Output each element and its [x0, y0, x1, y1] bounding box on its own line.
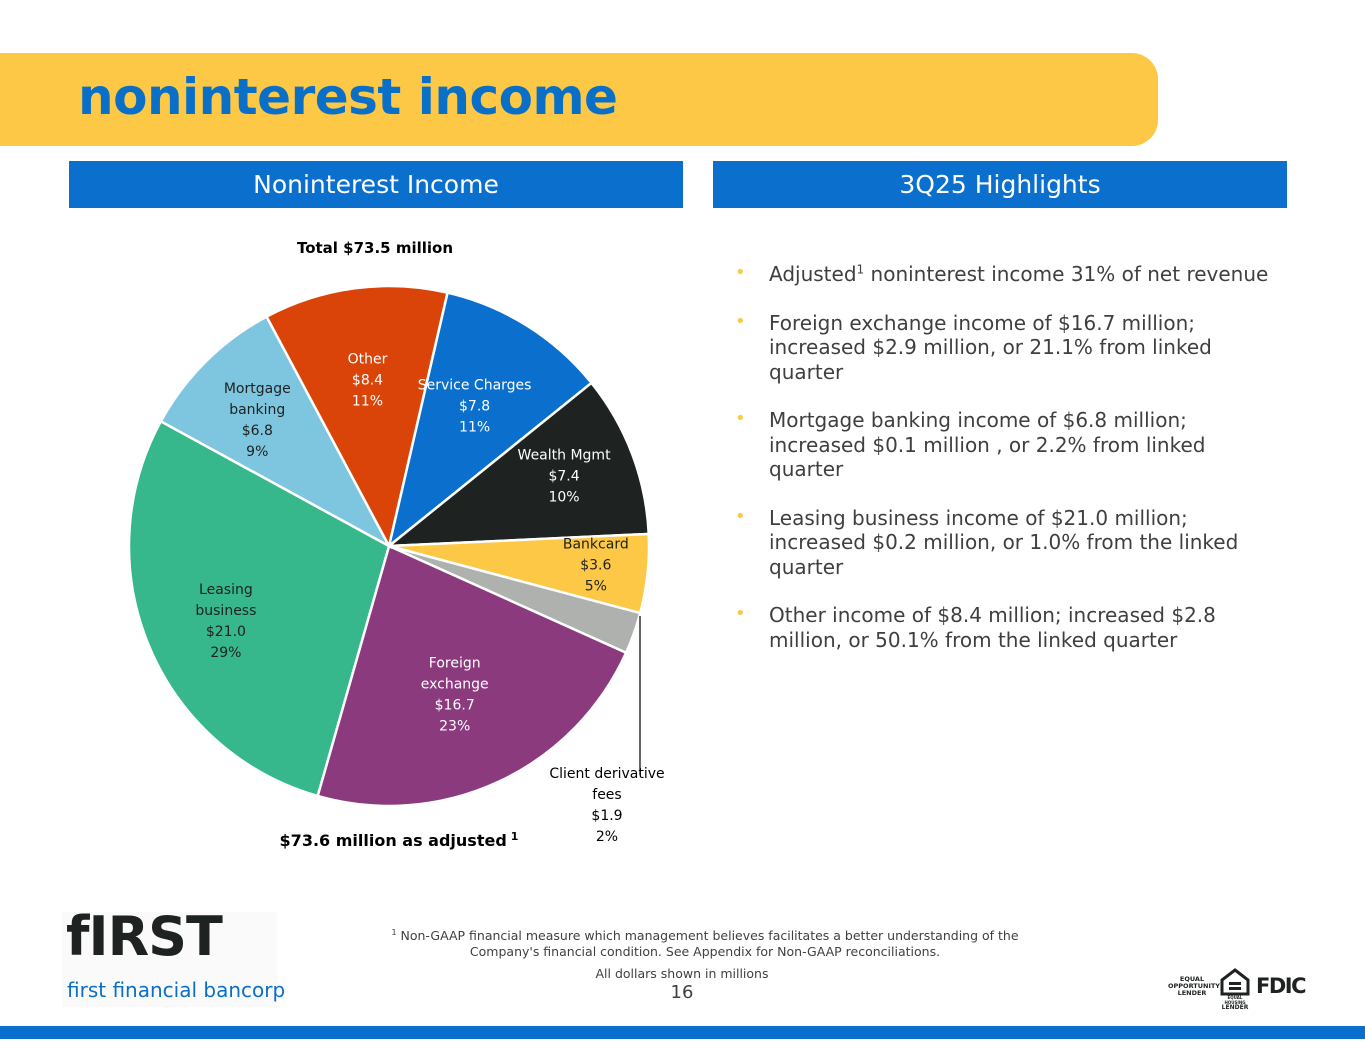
fdic-badge: FDIC	[1256, 974, 1307, 998]
highlight-item: • Leasing business income of $21.0 millio…	[735, 506, 1280, 580]
company-logo-wordmark: fIRST	[66, 905, 223, 968]
slice-label: Other $8.4 11%	[348, 352, 388, 410]
highlight-item: • Other income of $8.4 million; increased…	[735, 603, 1280, 652]
slice-label: Foreign exchange $16.7 23%	[421, 655, 489, 734]
bullet-icon: •	[735, 603, 746, 624]
highlight-sup: 1	[856, 262, 865, 277]
equal-housing-lender-badge: EQUAL HOUSING LENDER	[1218, 995, 1252, 1011]
eol-line: LENDER	[1177, 989, 1207, 997]
highlight-text: Other income of $8.4 million; increased …	[769, 603, 1216, 652]
slice-label: Leasing business $21.0 29%	[195, 582, 256, 661]
page-number: 16	[670, 982, 694, 1003]
slice-label-percent: 5%	[585, 578, 607, 594]
slice-label: Service Charges $7.8 11%	[418, 377, 532, 435]
slice-label-value: $21.0	[206, 624, 246, 640]
slice-label-name: Leasing	[199, 582, 253, 598]
highlight-text: Foreign exchange income of $16.7 million…	[769, 310, 1212, 384]
compliance-badges: EQUAL OPPORTUNITY LENDER EQUAL HOUSING L…	[1168, 966, 1307, 1011]
pie-slice	[386, 291, 594, 550]
page-title: noninterest income	[78, 68, 618, 126]
chart-title: Total $73.5 million	[297, 239, 453, 257]
highlight-item: • Foreign exchange income of $16.7 millio…	[735, 311, 1280, 385]
slice-label-percent: 2%	[596, 829, 618, 845]
ehl-line: EQUAL HOUSING	[1224, 995, 1246, 1005]
slice-label-name: Foreign	[429, 655, 481, 671]
highlights-list: • Adjusted1 noninterest income 31% of net…	[735, 262, 1280, 676]
footer-bar	[0, 1026, 1365, 1039]
highlight-item: • Mortgage banking income of $6.8 million…	[735, 408, 1280, 482]
slice-label-value: $3.6	[580, 557, 611, 573]
footnote-text: Non-GAAP financial measure which managem…	[400, 928, 1019, 959]
slice-label-percent: 10%	[548, 490, 579, 506]
highlight-text: Leasing business income of $21.0 million…	[769, 505, 1239, 579]
pie-slice	[127, 419, 391, 798]
dollars-note: All dollars shown in millions	[595, 966, 769, 981]
bullet-icon: •	[735, 505, 746, 527]
bullet-icon: •	[735, 310, 746, 332]
slice-label-name: banking	[229, 402, 285, 418]
slice-label-name: Client derivative	[549, 766, 664, 782]
slice-label-percent: 23%	[439, 718, 470, 734]
slice-label: Bankcard $3.6 5%	[563, 536, 629, 594]
highlight-text: Adjusted	[769, 262, 857, 286]
slice-label-name: Mortgage	[224, 381, 291, 397]
highlight-text-rest: noninterest income 31% of net revenue	[864, 262, 1269, 286]
slice-label-name: Service Charges	[418, 377, 532, 393]
bullet-icon: •	[735, 408, 746, 429]
bullet-icon: •	[735, 262, 746, 283]
slice-label: Mortgage banking $6.8 9%	[224, 381, 291, 460]
chart-subtitle: $73.6 million as adjusted 1	[280, 830, 519, 850]
highlights-section-header: 3Q25 Highlights	[713, 161, 1287, 208]
eol-line: OPPORTUNITY	[1168, 982, 1221, 990]
chart-section-header: Noninterest Income	[69, 161, 683, 208]
slice-label-value: $16.7	[435, 697, 475, 713]
ehl-line: LENDER	[1221, 1004, 1249, 1011]
slice-label-name: exchange	[421, 676, 489, 692]
slice-label-percent: 11%	[352, 394, 383, 410]
slice-label-name: Wealth Mgmt	[518, 448, 612, 464]
slice-label-percent: 11%	[459, 419, 490, 435]
logo-background	[62, 912, 277, 1007]
slice-label: Client derivative fees $1.9 2%	[549, 766, 664, 845]
slice-label-percent: 29%	[210, 645, 241, 661]
pie-slice	[264, 284, 449, 550]
slice-label-name: business	[195, 603, 256, 619]
slice-label-value: $8.4	[352, 373, 383, 389]
slice-label-value: $7.8	[459, 398, 490, 414]
title-band	[0, 53, 1158, 146]
slice-label-value: $6.8	[242, 423, 273, 439]
chart-subtitle-sup: 1	[511, 830, 519, 843]
pie-slice	[385, 381, 651, 548]
company-name: first financial bancorp	[67, 978, 286, 1002]
pie-slice	[159, 314, 393, 550]
pie-slice	[316, 544, 628, 808]
slice-label-value: $7.4	[548, 469, 579, 485]
highlight-text: Mortgage banking income of $6.8 million;…	[769, 408, 1206, 481]
slice-label-name: Other	[348, 352, 388, 368]
eol-line: EQUAL	[1179, 975, 1205, 983]
chart-subtitle-text: $73.6 million as adjusted	[280, 831, 507, 850]
equal-housing-lender-icon	[1220, 968, 1250, 996]
equal-opportunity-lender-badge: EQUAL OPPORTUNITY LENDER	[1168, 975, 1221, 997]
slice-label-name: Bankcard	[563, 536, 629, 552]
slice-label-name: fees	[592, 787, 621, 803]
slice-label-value: $1.9	[591, 808, 622, 824]
slice-label-percent: 9%	[246, 444, 268, 460]
footnote: 1 Non-GAAP financial measure which manag…	[385, 928, 1025, 960]
highlight-item: • Adjusted1 noninterest income 31% of net…	[735, 262, 1280, 287]
slice-label: Wealth Mgmt $7.4 10%	[518, 448, 612, 506]
footnote-sup: 1	[391, 927, 397, 937]
